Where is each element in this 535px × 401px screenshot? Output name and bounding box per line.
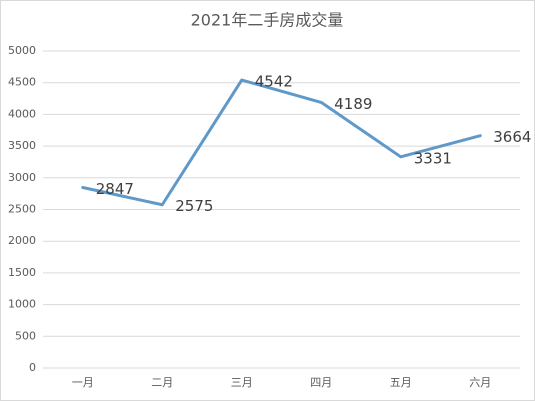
y-tick-label: 0 [29,361,36,374]
x-tick-label: 五月 [390,376,412,389]
data-label: 3664 [493,128,531,146]
data-label: 2575 [175,197,213,215]
y-tick-label: 2500 [8,203,36,216]
data-label: 3331 [414,149,452,167]
line [81,78,482,207]
x-tick-label: 四月 [310,376,332,389]
y-tick-label: 1000 [8,298,36,311]
x-tick-label: 六月 [469,376,491,389]
y-tick-label: 3500 [8,139,36,152]
y-tick-label: 4000 [8,107,36,120]
y-tick-label: 3000 [8,171,36,184]
x-tick-label: 一月 [72,376,94,389]
x-tick-label: 二月 [151,376,173,389]
data-label: 4542 [255,73,293,91]
y-tick-label: 500 [15,329,36,342]
data-label: 4189 [334,95,372,113]
y-tick-label: 1500 [8,266,36,279]
chart-title: 2021年二手房成交量 [191,11,344,30]
y-tick-label: 4500 [8,76,36,89]
y-tick-label: 5000 [8,44,36,57]
y-tick-label: 2000 [8,234,36,247]
x-tick-label: 三月 [231,376,253,389]
data-label: 2847 [96,180,134,198]
